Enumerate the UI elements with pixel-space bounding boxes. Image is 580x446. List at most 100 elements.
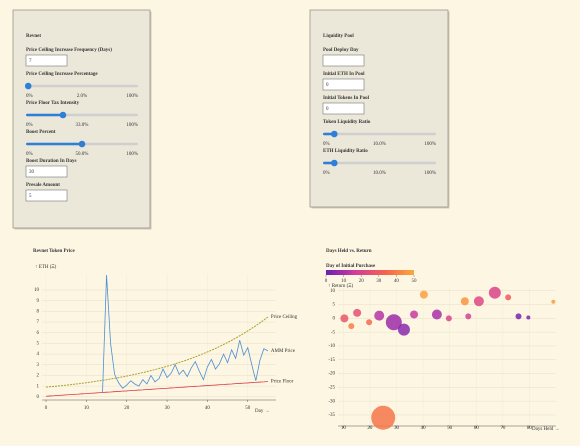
x-tick-label: 80	[527, 426, 533, 431]
slider-fill	[26, 113, 63, 117]
x-tick-label: 40	[205, 406, 211, 411]
color-tick-label: 20	[359, 279, 365, 284]
slider-track[interactable]	[323, 161, 436, 165]
x-axis-label: Day →	[255, 409, 270, 414]
y-tick-label: 8	[37, 310, 40, 315]
x-tick-label: 70	[500, 426, 506, 431]
input-value: 0	[326, 83, 329, 88]
text-input[interactable]	[322, 54, 365, 67]
color-legend-bar	[326, 270, 414, 275]
x-tick-label: 30	[394, 426, 400, 431]
input-value: 7	[29, 59, 32, 64]
y-tick-label: -30	[328, 399, 335, 404]
slider-min-label: 0%	[323, 171, 330, 176]
text-input[interactable]	[25, 54, 68, 67]
y-tick-label: 4	[37, 352, 40, 357]
color-tick-label: 10	[341, 279, 347, 284]
bubble	[340, 314, 349, 323]
slider-track[interactable]	[323, 132, 436, 136]
bubble	[348, 323, 355, 330]
y-tick-label: -15	[328, 358, 335, 363]
text-input[interactable]	[25, 165, 68, 178]
slider-max-label: 100%	[424, 142, 436, 147]
y-tick-label: 0	[37, 395, 40, 400]
slider-fill	[26, 142, 82, 146]
x-tick-label: 40	[421, 426, 427, 431]
field-label: Price Ceiling Increase Frequency (Days)	[26, 48, 112, 53]
bubble	[505, 294, 512, 301]
slider-knob[interactable]	[78, 140, 86, 148]
slider-knob[interactable]	[59, 111, 67, 119]
color-tick-label: 50	[412, 279, 418, 284]
slider-max-label: 100%	[126, 123, 138, 128]
y-axis-label: ↑ ETH (Ξ)	[35, 265, 57, 270]
y-tick-label: 3	[37, 363, 40, 368]
panel-title: Revnet	[26, 34, 41, 39]
x-tick-label: 30	[165, 406, 171, 411]
color-tick-label: 30	[376, 279, 382, 284]
bubble	[473, 296, 484, 307]
slider-knob[interactable]	[331, 159, 338, 167]
slider-value-label: 10.0%	[373, 171, 386, 176]
field-label: Boost Duration In Days	[26, 159, 76, 164]
chart-title: Days Held vs. Return	[326, 249, 372, 254]
slider-min-label: 0%	[323, 142, 330, 147]
text-input[interactable]	[25, 189, 68, 202]
bubble	[431, 309, 442, 320]
bubble	[445, 315, 452, 322]
bubble	[353, 308, 362, 317]
bubble	[374, 310, 385, 321]
slider-knob[interactable]	[24, 82, 32, 90]
input-value: 30	[29, 170, 35, 175]
slider-track[interactable]	[26, 84, 138, 88]
bubble	[366, 319, 373, 326]
bubble	[397, 323, 410, 336]
bubble	[371, 405, 396, 430]
y-tick-label: 5	[37, 342, 40, 347]
slider-min-label: 0%	[26, 123, 33, 128]
field-label: Price Floor Tax Intensity	[26, 101, 80, 106]
bubble	[515, 313, 522, 320]
panel-title: Liquidity Pool	[323, 34, 354, 39]
y-tick-label: -10	[328, 344, 335, 349]
slider-max-label: 100%	[126, 94, 138, 99]
text-input[interactable]	[322, 78, 365, 91]
field-label: Presale Amount	[26, 183, 60, 188]
y-tick-label: -25	[328, 386, 335, 391]
input-value: 5	[29, 194, 32, 199]
y-axis-label: ↑ Return (Ξ)	[328, 284, 353, 289]
x-tick-label: 20	[367, 426, 373, 431]
field-label: Price Ceiling Increase Percentage	[26, 72, 98, 77]
x-tick-label: 20	[124, 406, 130, 411]
field-label: Boost Percent	[26, 130, 56, 135]
field-label: Pool Deploy Day	[323, 48, 359, 53]
color-tick-label: 40	[394, 279, 400, 284]
field-label: Token Liquidity Ratio	[323, 120, 371, 125]
series-label: AMM Price	[271, 349, 296, 354]
color-legend-title: Day of Initial Purchase	[326, 264, 376, 269]
y-tick-label: 10	[330, 289, 336, 294]
y-tick-label: 7	[37, 320, 40, 325]
series-line	[46, 381, 268, 397]
series-line	[102, 275, 269, 393]
y-tick-label: 0	[333, 317, 336, 322]
bubble	[526, 315, 531, 320]
y-tick-label: -5	[331, 330, 336, 335]
slider-value-label: 10.0%	[373, 142, 386, 147]
bubble	[410, 310, 419, 319]
y-tick-label: 1	[37, 384, 40, 389]
bubble	[419, 290, 428, 299]
x-tick-label: 10	[84, 406, 90, 411]
y-tick-label: 6	[37, 331, 40, 336]
slider-knob[interactable]	[331, 130, 338, 138]
input-value: 0	[326, 107, 329, 112]
x-axis-label: Days Held →	[532, 427, 560, 432]
text-input[interactable]	[322, 102, 365, 115]
y-tick-label: 2	[37, 374, 40, 379]
bubble	[488, 286, 501, 299]
y-tick-label: 5	[333, 303, 336, 308]
field-label: ETH Liquidity Ratio	[323, 149, 368, 154]
y-tick-label: -20	[328, 372, 335, 377]
y-tick-label: -35	[328, 413, 335, 418]
